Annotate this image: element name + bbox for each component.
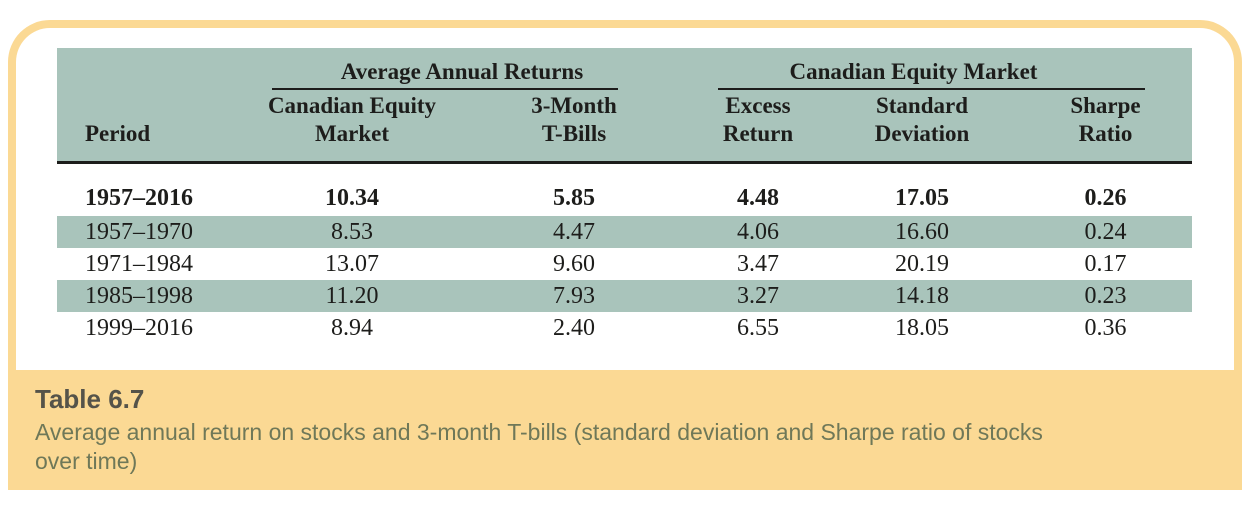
table-header: Average Annual Returns Canadian Equity M… <box>57 48 1192 164</box>
column-header-label: Standard <box>875 93 969 118</box>
value-cell: 4.47 <box>553 218 595 245</box>
value-cell: 3.27 <box>737 282 779 309</box>
table-caption-text: Average annual return on stocks and 3-mo… <box>35 419 1043 474</box>
column-header-label: Period <box>85 121 151 146</box>
column-header-label: Sharpe <box>1070 93 1141 118</box>
period-cell: 1999–2016 <box>85 314 193 341</box>
table-body: 1957–2016 10.34 5.85 4.48 17.05 0.26 195… <box>57 164 1192 344</box>
table-row: 1999–2016 8.94 2.40 6.55 18.05 0.36 <box>57 312 1192 344</box>
caption-area: Table 6.7 Average annual return on stock… <box>8 370 1242 490</box>
value-cell: 0.24 <box>1084 218 1127 245</box>
value-cell: 10.34 <box>325 184 379 211</box>
value-cell: 18.05 <box>895 314 949 341</box>
value-cell: 0.36 <box>1084 314 1127 341</box>
column-header-label: T-Bills <box>541 121 607 146</box>
value-cell: 0.17 <box>1084 250 1127 277</box>
spanner-underline <box>272 88 618 90</box>
spanner-average-annual-returns: Average Annual Returns <box>247 58 691 90</box>
value-cell: 0.23 <box>1084 282 1127 309</box>
table-row: 1957–2016 10.34 5.85 4.48 17.05 0.26 <box>57 164 1192 216</box>
table-row: 1957–1970 8.53 4.47 4.06 16.60 0.24 <box>57 216 1192 248</box>
column-header-label: Deviation <box>874 121 970 146</box>
value-cell: 7.93 <box>553 282 595 309</box>
value-cell: 3.47 <box>737 250 779 277</box>
column-header-label: Canadian Equity <box>267 93 437 118</box>
column-header-standard-deviation: Standard Deviation <box>825 92 1019 148</box>
column-header-3-month-t-bills: 3-Month T-Bills <box>457 92 691 148</box>
table-card: Average Annual Returns Canadian Equity M… <box>8 20 1242 490</box>
column-header-label: Market <box>314 121 390 146</box>
period-cell: 1957–1970 <box>85 218 193 245</box>
column-header-label: Ratio <box>1078 121 1133 146</box>
value-cell: 6.55 <box>737 314 779 341</box>
table-caption-title: Table 6.7 <box>35 384 145 414</box>
value-cell: 8.53 <box>331 218 373 245</box>
value-cell: 4.48 <box>737 184 779 211</box>
column-header-excess-return: Excess Return <box>691 92 825 148</box>
column-header-label: 3-Month <box>531 93 617 118</box>
column-header-sharpe-ratio: Sharpe Ratio <box>1019 92 1192 148</box>
column-header-row: Period Canadian Equity Market 3-Month T-… <box>57 92 1192 161</box>
period-cell: 1957–2016 <box>85 184 193 211</box>
returns-table: Average Annual Returns Canadian Equity M… <box>57 48 1192 344</box>
value-cell: 11.20 <box>325 282 379 309</box>
spanner-label: Canadian Equity Market <box>789 59 1038 84</box>
spanner-underline <box>718 88 1145 90</box>
period-cell: 1985–1998 <box>85 282 193 309</box>
value-cell: 0.26 <box>1084 184 1127 211</box>
value-cell: 14.18 <box>895 282 949 309</box>
column-header-canadian-equity-market: Canadian Equity Market <box>247 92 457 148</box>
value-cell: 20.19 <box>895 250 949 277</box>
table-row: 1985–1998 11.20 7.93 3.27 14.18 0.23 <box>57 280 1192 312</box>
value-cell: 4.06 <box>737 218 779 245</box>
column-header-period: Period <box>57 92 247 148</box>
spanner-spacer <box>57 58 247 90</box>
value-cell: 16.60 <box>895 218 949 245</box>
value-cell: 13.07 <box>325 250 379 277</box>
spanner-row: Average Annual Returns Canadian Equity M… <box>57 58 1192 90</box>
value-cell: 17.05 <box>895 184 949 211</box>
value-cell: 9.60 <box>553 250 595 277</box>
spanner-canadian-equity-market: Canadian Equity Market <box>691 58 1192 90</box>
table-row: 1971–1984 13.07 9.60 3.47 20.19 0.17 <box>57 248 1192 280</box>
value-cell: 2.40 <box>553 314 595 341</box>
period-cell: 1971–1984 <box>85 250 193 277</box>
value-cell: 8.94 <box>331 314 373 341</box>
spanner-label: Average Annual Returns <box>340 59 584 84</box>
value-cell: 5.85 <box>553 184 595 211</box>
column-header-label: Excess <box>725 93 791 118</box>
column-header-label: Return <box>722 121 794 146</box>
